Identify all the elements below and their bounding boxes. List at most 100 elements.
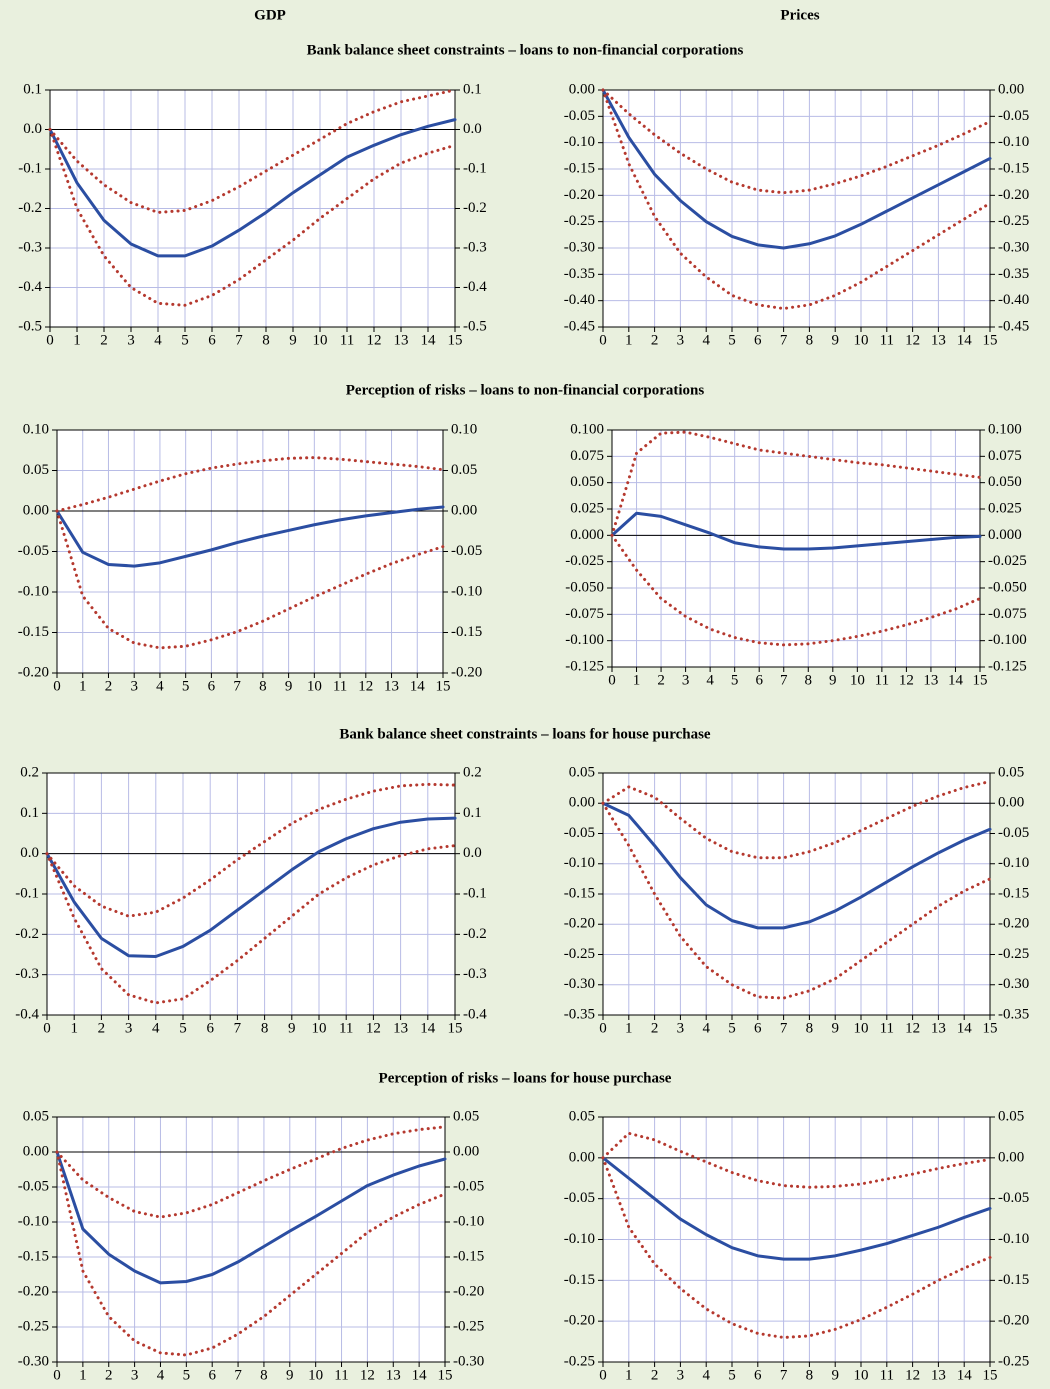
x-tick-label: 14	[412, 1367, 428, 1383]
y2-tick-label: -0.15	[998, 885, 1029, 901]
x-tick-label: 10	[313, 332, 328, 348]
x-tick-label: 0	[599, 1020, 607, 1036]
y-tick-label: -0.10	[18, 1213, 49, 1229]
y2-tick-label: -0.25	[998, 213, 1029, 229]
series-line	[601, 1156, 992, 1261]
x-tick-label: 4	[702, 1367, 710, 1383]
x-tick-label: 2	[651, 1367, 659, 1383]
y-tick-label: 0.2	[20, 764, 39, 780]
y2-tick-label: -0.25	[998, 946, 1029, 962]
y2-tick-label: 0.1	[463, 81, 482, 97]
y2-tick-label: -0.15	[998, 160, 1029, 176]
x-tick-label: 14	[957, 1020, 973, 1036]
y-tick-label: -0.2	[15, 926, 39, 942]
x-tick-label: 2	[105, 678, 113, 694]
x-tick-label: 6	[208, 1367, 216, 1383]
series-line	[48, 128, 457, 307]
y-tick-label: 0.0	[23, 121, 42, 137]
series-line	[45, 816, 457, 959]
x-tick-label: 1	[625, 1367, 633, 1383]
x-tick-label: 8	[259, 678, 267, 694]
y2-tick-label: -0.45	[998, 318, 1029, 334]
y2-tick-label: -0.1	[463, 885, 487, 901]
x-tick-label: 11	[333, 678, 347, 694]
x-tick-label: 10	[312, 1020, 327, 1036]
x-tick-label: 4	[152, 1020, 160, 1036]
series-line	[601, 1131, 992, 1189]
x-tick-label: 6	[755, 672, 763, 688]
x-tick-label: 13	[931, 332, 946, 348]
y-tick-label: -0.10	[564, 134, 595, 150]
y-tick-label: 0.00	[569, 795, 595, 811]
y2-tick-label: -0.30	[998, 976, 1029, 992]
y-tick-label: -0.025	[565, 553, 604, 569]
x-tick-label: 9	[831, 1020, 839, 1036]
y2-tick-label: 0.050	[988, 474, 1022, 490]
y-tick-label: -0.05	[564, 1190, 595, 1206]
x-tick-label: 4	[706, 672, 714, 688]
y-tick-label: 0.05	[23, 462, 49, 478]
row-title: Perception of risks – loans to non-finan…	[346, 382, 705, 398]
y-tick-label: 0.1	[23, 81, 42, 97]
x-tick-label: 12	[905, 1367, 920, 1383]
x-tick-label: 3	[125, 1020, 133, 1036]
y-tick-label: -0.30	[18, 1353, 49, 1369]
series-line	[55, 1150, 447, 1357]
x-tick-label: 4	[157, 1367, 165, 1383]
x-tick-label: 4	[702, 332, 710, 348]
x-tick-label: 12	[899, 672, 914, 688]
y2-tick-label: -0.050	[988, 579, 1027, 595]
x-tick-label: 13	[393, 1020, 408, 1036]
series-line	[45, 782, 457, 918]
x-tick-label: 7	[780, 672, 788, 688]
y2-tick-label: -0.40	[998, 292, 1029, 308]
y-tick-label: 0.00	[23, 1143, 49, 1159]
y-tick-label: -0.050	[565, 579, 604, 595]
y-tick-label: -0.20	[564, 916, 595, 932]
y2-tick-label: -0.35	[998, 1006, 1029, 1022]
y2-tick-label: -0.3	[463, 966, 487, 982]
y-tick-label: 0.100	[570, 421, 604, 437]
x-tick-label: 6	[754, 1020, 762, 1036]
x-tick-label: 0	[46, 332, 54, 348]
y-tick-label: -0.15	[564, 1272, 595, 1288]
x-tick-label: 1	[625, 1020, 633, 1036]
x-tick-label: 15	[438, 1367, 453, 1383]
y-tick-label: 0.00	[569, 1149, 595, 1165]
y-tick-label: 0.075	[570, 448, 604, 464]
y2-tick-label: -0.20	[451, 664, 482, 680]
y-tick-label: -0.2	[18, 200, 42, 216]
y2-tick-label: -0.05	[451, 543, 482, 559]
y2-tick-label: 0.05	[998, 764, 1024, 780]
x-tick-label: 0	[599, 332, 607, 348]
y2-tick-label: -0.05	[998, 825, 1029, 841]
x-tick-label: 5	[179, 1020, 187, 1036]
x-tick-label: 7	[780, 332, 788, 348]
series-line	[610, 511, 982, 551]
y-tick-label: -0.100	[565, 632, 604, 648]
plot-area	[603, 90, 990, 327]
y2-tick-label: -0.4	[463, 279, 487, 295]
y-tick-label: -0.15	[18, 624, 49, 640]
x-tick-label: 14	[410, 678, 426, 694]
x-tick-label: 9	[831, 1367, 839, 1383]
y2-tick-label: -0.10	[998, 855, 1029, 871]
series-line	[55, 1150, 447, 1285]
x-tick-label: 5	[183, 1367, 191, 1383]
x-tick-label: 15	[973, 672, 988, 688]
series-line	[55, 1125, 447, 1219]
y2-tick-label: -0.4	[463, 1006, 487, 1022]
y-tick-label: -0.075	[565, 606, 604, 622]
y-tick-label: -0.25	[564, 213, 595, 229]
x-tick-label: 12	[358, 678, 373, 694]
x-tick-label: 3	[677, 1367, 685, 1383]
x-tick-label: 1	[73, 332, 81, 348]
y-tick-label: -0.15	[564, 885, 595, 901]
y2-tick-label: 0.0	[463, 845, 482, 861]
x-tick-label: 6	[754, 1367, 762, 1383]
x-tick-label: 9	[286, 1367, 294, 1383]
y-tick-label: 0.050	[570, 474, 604, 490]
x-tick-label: 2	[657, 672, 665, 688]
plot-frame	[602, 1116, 991, 1363]
x-tick-label: 1	[79, 678, 87, 694]
